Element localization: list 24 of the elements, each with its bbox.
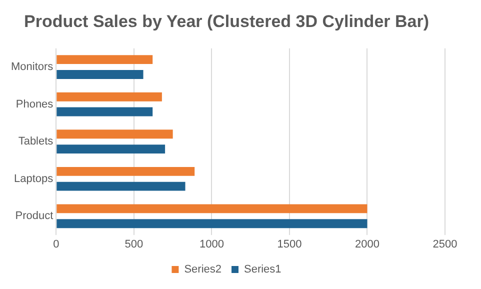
bar xyxy=(56,92,162,102)
x-tick-label: 2500 xyxy=(432,238,458,250)
x-tick-label: 0 xyxy=(53,238,60,250)
x-tick-label: 500 xyxy=(124,238,144,250)
bar xyxy=(56,182,186,191)
legend-label: Series2 xyxy=(184,264,222,276)
bar xyxy=(56,55,153,64)
legend-label: Series1 xyxy=(244,264,282,276)
y-tick-label: Phones xyxy=(16,98,54,110)
bar xyxy=(56,130,173,139)
x-tick-label: 1500 xyxy=(277,238,302,250)
bar xyxy=(56,166,195,176)
x-tick-label: 1000 xyxy=(199,238,224,250)
y-tick-label: Tablets xyxy=(18,136,54,148)
chart-title: Product Sales by Year (Clustered 3D Cylinder Bar) xyxy=(24,12,429,31)
y-tick-label: Laptops xyxy=(14,172,54,185)
y-tick-label: Product xyxy=(15,210,54,222)
bar xyxy=(56,144,166,154)
bar xyxy=(56,107,153,116)
x-tick-label: 2000 xyxy=(354,238,380,250)
bar xyxy=(56,219,368,228)
bar xyxy=(56,204,368,214)
y-tick-label: Monitors xyxy=(10,61,54,74)
bar xyxy=(56,70,144,79)
